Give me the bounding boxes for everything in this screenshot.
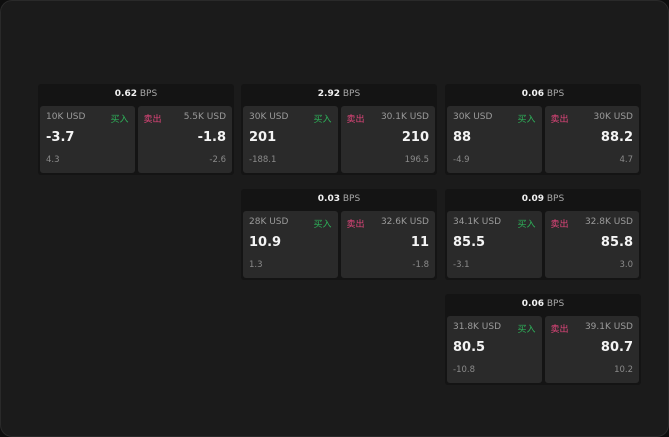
ask-price: -1.8 [197, 130, 226, 145]
bid-size: 30K USD [453, 112, 493, 122]
sell-label: 卖出 [550, 325, 569, 335]
spread-value: 2.92 [317, 89, 340, 99]
bid-delta: 1.3 [249, 260, 263, 270]
buy-panel[interactable]: 10K USD 买入 -3.7 4.3 [40, 106, 135, 173]
spread-header: 0.06 BPS [445, 294, 641, 315]
spread-unit: BPS [342, 194, 361, 204]
sell-label: 卖出 [550, 115, 569, 125]
sell-panel[interactable]: 卖出 5.5K USD -1.8 -2.6 [137, 106, 232, 173]
spread-header: 0.62 BPS [38, 84, 234, 105]
sell-label: 卖出 [143, 115, 162, 125]
bid-price: 10.9 [249, 235, 282, 250]
spread-header: 2.92 BPS [241, 84, 437, 105]
ask-delta: -1.8 [412, 260, 429, 270]
price-widget: 0.62 BPS 10K USD 买入 -3.7 4.3 卖出 5.5K USD… [38, 84, 234, 175]
sell-label: 卖出 [346, 115, 365, 125]
ask-price: 210 [401, 130, 429, 145]
spread-value: 0.06 [521, 299, 544, 309]
spread-value: 0.03 [317, 194, 340, 204]
bid-size: 31.8K USD [453, 322, 502, 332]
ask-size: 30.1K USD [380, 112, 429, 122]
ask-delta: 196.5 [404, 155, 429, 165]
spread-unit: BPS [546, 89, 565, 99]
bid-size: 28K USD [249, 217, 289, 227]
ask-delta: -2.6 [209, 155, 226, 165]
spread-value: 0.09 [521, 194, 544, 204]
ask-delta: 10.2 [614, 365, 633, 375]
bid-delta: -188.1 [249, 155, 277, 165]
bid-delta: -4.9 [453, 155, 470, 165]
buy-panel[interactable]: 28K USD 买入 10.9 1.3 [243, 211, 338, 278]
ask-size: 32.6K USD [380, 217, 429, 227]
buy-panel[interactable]: 31.8K USD 买入 80.5 -10.8 [447, 316, 542, 383]
bid-price: 88 [453, 130, 472, 145]
buy-label: 买入 [110, 115, 129, 125]
price-widget: 0.06 BPS 31.8K USD 买入 80.5 -10.8 卖出 39.1… [445, 294, 641, 385]
bid-price: 201 [249, 130, 277, 145]
ask-price: 88.2 [600, 130, 633, 145]
bid-size: 30K USD [249, 112, 289, 122]
ask-delta: 3.0 [619, 260, 633, 270]
spread-value: 0.06 [521, 89, 544, 99]
sell-panel[interactable]: 卖出 30.1K USD 210 196.5 [340, 106, 435, 173]
spread-unit: BPS [139, 89, 158, 99]
spread-header: 0.06 BPS [445, 84, 641, 105]
sell-panel[interactable]: 卖出 30K USD 88.2 4.7 [544, 106, 639, 173]
buy-label: 买入 [517, 220, 536, 230]
bid-delta: 4.3 [46, 155, 60, 165]
ask-delta: 4.7 [619, 155, 633, 165]
price-widget: 0.03 BPS 28K USD 买入 10.9 1.3 卖出 32.6K US… [241, 189, 437, 280]
spread-header: 0.09 BPS [445, 189, 641, 210]
bid-price: 85.5 [453, 235, 486, 250]
ask-price: 11 [410, 235, 429, 250]
ask-size: 32.8K USD [584, 217, 633, 227]
buy-label: 买入 [313, 220, 332, 230]
ask-size: 5.5K USD [183, 112, 226, 122]
sell-panel[interactable]: 卖出 32.8K USD 85.8 3.0 [544, 211, 639, 278]
buy-label: 买入 [517, 115, 536, 125]
sell-label: 卖出 [550, 220, 569, 230]
buy-label: 买入 [517, 325, 536, 335]
ask-price: 85.8 [600, 235, 633, 250]
ask-price: 80.7 [600, 340, 633, 355]
buy-panel[interactable]: 30K USD 买入 88 -4.9 [447, 106, 542, 173]
bid-size: 34.1K USD [453, 217, 502, 227]
bid-size: 10K USD [46, 112, 86, 122]
spread-unit: BPS [546, 194, 565, 204]
buy-panel[interactable]: 30K USD 买入 201 -188.1 [243, 106, 338, 173]
price-widget: 2.92 BPS 30K USD 买入 201 -188.1 卖出 30.1K … [241, 84, 437, 175]
bid-price: -3.7 [46, 130, 75, 145]
sell-panel[interactable]: 卖出 32.6K USD 11 -1.8 [340, 211, 435, 278]
buy-label: 买入 [313, 115, 332, 125]
spread-value: 0.62 [114, 89, 137, 99]
price-widget: 0.06 BPS 30K USD 买入 88 -4.9 卖出 30K USD 8… [445, 84, 641, 175]
spread-header: 0.03 BPS [241, 189, 437, 210]
sell-panel[interactable]: 卖出 39.1K USD 80.7 10.2 [544, 316, 639, 383]
price-widget: 0.09 BPS 34.1K USD 买入 85.5 -3.1 卖出 32.8K… [445, 189, 641, 280]
spread-unit: BPS [546, 299, 565, 309]
sell-label: 卖出 [346, 220, 365, 230]
bid-delta: -10.8 [453, 365, 475, 375]
bid-price: 80.5 [453, 340, 486, 355]
ask-size: 39.1K USD [584, 322, 633, 332]
ask-size: 30K USD [593, 112, 633, 122]
buy-panel[interactable]: 34.1K USD 买入 85.5 -3.1 [447, 211, 542, 278]
spread-unit: BPS [342, 89, 361, 99]
bid-delta: -3.1 [453, 260, 470, 270]
